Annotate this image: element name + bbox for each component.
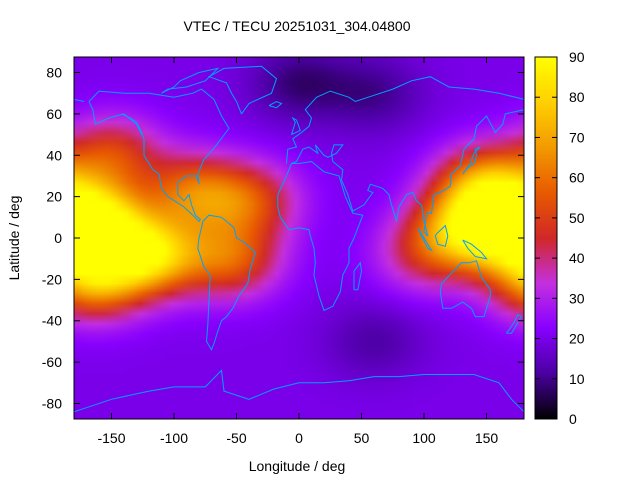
coastline-segment (291, 109, 525, 237)
colorbar-gradient (535, 57, 557, 419)
coastline-segment (286, 76, 525, 164)
colorbar-tick-label: 70 (569, 129, 585, 145)
coastline-segment (462, 146, 481, 175)
coastline-segment (277, 160, 364, 312)
colorbar-tick-label: 30 (569, 290, 585, 306)
y-axis: -80 -60 -40 -20 0 20 40 60 80 (42, 65, 524, 411)
coastline-segment (417, 227, 433, 252)
colorbar: 0 10 20 30 40 50 60 70 80 90 (534, 49, 585, 427)
x-axis: -150 -100 -50 0 50 100 150 (97, 57, 498, 446)
coastline-segment (506, 313, 523, 334)
y-tick-label: -80 (42, 395, 62, 411)
coastline-segment (439, 260, 491, 318)
x-tick-label: -50 (226, 430, 246, 446)
coastline-segment (207, 65, 278, 115)
coastline-segment (161, 67, 220, 94)
coastline-segment (353, 261, 363, 291)
x-tick-label: -150 (97, 430, 125, 446)
colorbar-frame (534, 56, 558, 420)
coastline-segment (88, 88, 230, 223)
vtec-heatmap (74, 57, 524, 419)
y-tick-label: -40 (42, 313, 62, 329)
y-tick-label: 80 (46, 65, 62, 81)
colorbar-tick-label: 20 (569, 331, 585, 347)
coastline-segment (268, 100, 283, 109)
x-tick-label: -100 (160, 430, 188, 446)
coastline-segment (291, 116, 301, 136)
coastline-segment (121, 113, 144, 135)
y-tick-label: 40 (46, 147, 62, 163)
chart-title: VTEC / TECU 20251031_304.04800 (183, 18, 410, 34)
colorbar-ticks: 0 10 20 30 40 50 60 70 80 90 (535, 49, 585, 427)
colorbar-tick-label: 50 (569, 210, 585, 226)
coastline-segment (73, 98, 85, 102)
coastline-segment (434, 224, 449, 247)
colorbar-tick-label: 80 (569, 89, 585, 105)
colorbar-tick-label: 90 (569, 49, 585, 65)
coastline-segment (462, 239, 488, 260)
colorbar-tick-label: 60 (569, 170, 585, 186)
y-tick-label: -20 (42, 271, 62, 287)
x-tick-label: 50 (354, 430, 370, 446)
colorbar-tick-label: 10 (569, 371, 585, 387)
y-tick-label: 60 (46, 106, 62, 122)
y-tick-label: -60 (42, 354, 62, 370)
x-axis-label: Longitude / deg (249, 458, 346, 474)
x-tick-label: 100 (412, 430, 436, 446)
x-tick-label: 0 (295, 430, 303, 446)
colorbar-tick-label: 40 (569, 250, 585, 266)
heatmap-plot-area (73, 56, 525, 420)
coastline-overlay (73, 65, 525, 413)
y-tick-label: 0 (54, 230, 62, 246)
x-tick-label: 150 (475, 430, 499, 446)
coastline-segment (73, 369, 525, 413)
colorbar-tick-label: 0 (569, 411, 577, 427)
coastline-segment (197, 214, 256, 351)
y-tick-label: 20 (46, 189, 62, 205)
y-axis-label: Latitude / deg (6, 196, 22, 281)
